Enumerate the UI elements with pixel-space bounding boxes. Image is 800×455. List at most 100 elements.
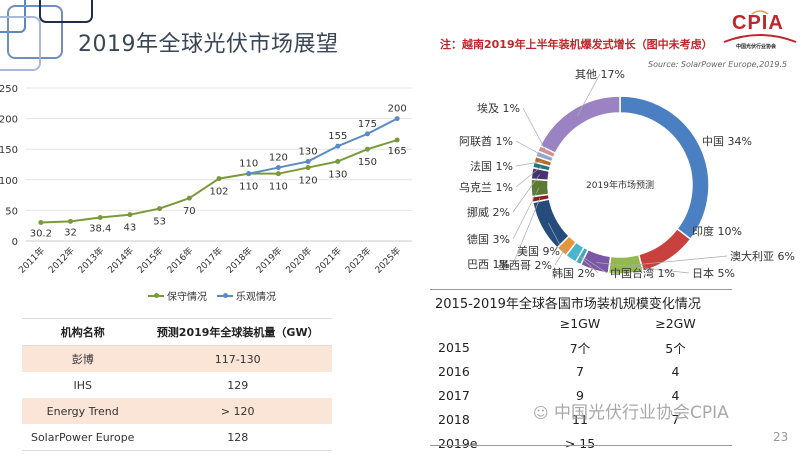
slice-label: 德国 3% — [467, 232, 510, 246]
x-tick-label: 2015年 — [135, 245, 166, 276]
leader-line — [515, 166, 542, 188]
header-2gw: ≥2GW — [655, 315, 696, 331]
forecast-table-header: 机构名称 预测2019年全球装机量（GW） — [22, 318, 332, 346]
data-label: 120 — [299, 176, 318, 187]
logo-swoosh-icon — [723, 10, 797, 43]
slice-label: 乌克兰 1% — [459, 180, 513, 194]
market-table-header: ≥1GW ≥2GW — [430, 311, 720, 335]
data-label: 110 — [239, 159, 258, 170]
donut-slice — [530, 178, 550, 198]
leader-line — [515, 161, 543, 167]
table-row: 2018 11 7 — [430, 407, 720, 431]
institution-name: Energy Trend — [22, 398, 144, 424]
data-label: 110 — [239, 182, 258, 193]
y-tick-label: 200 — [0, 115, 18, 126]
slice-label: 印度 10% — [692, 224, 742, 238]
data-label: 30.2 — [30, 229, 52, 240]
header-1gw: ≥1GW — [559, 315, 601, 331]
leader-line — [522, 107, 547, 152]
table-row: SolarPower Europe 128 — [22, 424, 332, 451]
x-tick-label: 2016年 — [164, 245, 195, 276]
data-label: 120 — [269, 153, 288, 164]
forecast-table: 机构名称 预测2019年全球装机量（GW） 彭博 117-130 IHS 129… — [22, 318, 332, 451]
data-point — [186, 195, 192, 201]
leader-line — [625, 255, 728, 267]
slice-label: 中国 34% — [702, 135, 752, 148]
table-row: 2017 9 4 — [430, 383, 720, 407]
forecast-value: 128 — [227, 430, 249, 444]
wechat-icon: ☺ — [533, 404, 549, 422]
data-point — [394, 116, 400, 122]
x-tick-label: 2021年 — [313, 245, 344, 276]
slice-label: 阿联酋 1% — [459, 134, 513, 148]
x-tick-label: 2012年 — [46, 245, 77, 276]
header-year — [430, 311, 529, 335]
data-point — [394, 137, 400, 143]
data-point — [364, 146, 370, 152]
data-point — [68, 218, 74, 224]
x-tick-label: 2020年 — [283, 245, 314, 276]
leader-line — [554, 245, 567, 266]
slide-title: 2019年全球光伏市场展望 — [78, 32, 339, 57]
market-table-bottom-rule — [430, 445, 732, 446]
legend-swatch-conservative — [148, 292, 164, 298]
count-2gw: 4 — [671, 363, 680, 379]
x-tick-label: 2025年 — [372, 245, 403, 276]
data-label: 53 — [153, 217, 166, 228]
y-tick-label: 150 — [0, 145, 18, 156]
legend-swatch-optimistic — [217, 292, 233, 298]
donut-chart: 2019年市场预测 中国 34% 印度 10% 澳大利亚 6% 日本 5% 中国台湾 1%… — [459, 68, 795, 280]
donut-slice — [539, 95, 621, 155]
data-label: 175 — [358, 119, 377, 130]
legend-item-optimistic: 乐观情况 — [217, 288, 276, 303]
forecast-value: 129 — [227, 378, 249, 392]
data-point — [275, 165, 281, 171]
x-tick-label: 2017年 — [194, 245, 225, 276]
table-row: 2015 7个 5个 — [430, 335, 720, 359]
slice-label: 美国 9% — [517, 245, 560, 258]
leader-line — [574, 252, 599, 274]
institution-name: SolarPower Europe — [30, 430, 135, 444]
table-row: Energy Trend > 120 — [22, 398, 332, 424]
data-label: 102 — [209, 187, 228, 198]
count-1gw: 11 — [572, 411, 588, 427]
x-tick-label: 2014年 — [105, 245, 136, 276]
data-label: 150 — [358, 157, 377, 168]
slice-label: 巴西 1% — [467, 258, 510, 271]
count-2gw: 4 — [671, 387, 680, 403]
watermark-text: 中国光伏行业协会CPIA — [554, 403, 729, 423]
year-cell: 2018 — [438, 411, 470, 427]
source-text: Source: SolarPower Europe,2019.5 — [648, 60, 788, 69]
year-cell: 2019e — [438, 435, 478, 451]
y-tick-label: 50 — [5, 206, 18, 217]
logo-text: CPIA — [732, 12, 784, 34]
donut-slice — [619, 95, 710, 241]
count-1gw: 7 — [576, 363, 584, 379]
leader-line — [581, 256, 608, 274]
count-1gw: 9 — [576, 387, 584, 403]
slice-label: 中国台湾 1% — [610, 266, 675, 280]
slice-label: 埃及 1% — [477, 101, 520, 115]
x-tick-label: 2019年 — [253, 245, 284, 276]
data-point — [97, 214, 103, 220]
data-point — [246, 171, 252, 177]
data-label: 38.4 — [89, 223, 111, 234]
forecast-value: 117-130 — [143, 345, 332, 372]
x-tick-label: 2011年 — [16, 245, 47, 276]
institution-name: 彭博 — [22, 345, 144, 372]
forecast-value: > 120 — [143, 398, 332, 424]
slice-label: 挪威 2% — [467, 205, 510, 219]
leader-line — [512, 174, 540, 213]
donut-center-label: 2019年市场预测 — [586, 179, 654, 191]
slice-label: 墨西哥 2% — [498, 259, 552, 272]
x-tick-label: 2013年 — [75, 245, 106, 276]
data-label: 110 — [269, 182, 288, 193]
leader-line — [512, 198, 541, 265]
data-label: 130 — [299, 146, 318, 157]
header-forecast: 预测2019年全球装机量（GW） — [143, 318, 332, 346]
data-point — [157, 206, 163, 212]
year-cell: 2017 — [438, 387, 470, 403]
slice-label: 澳大利亚 6% — [730, 249, 795, 263]
legend-label-optimistic: 乐观情况 — [236, 292, 276, 303]
x-tick-label: 2023年 — [343, 245, 374, 276]
